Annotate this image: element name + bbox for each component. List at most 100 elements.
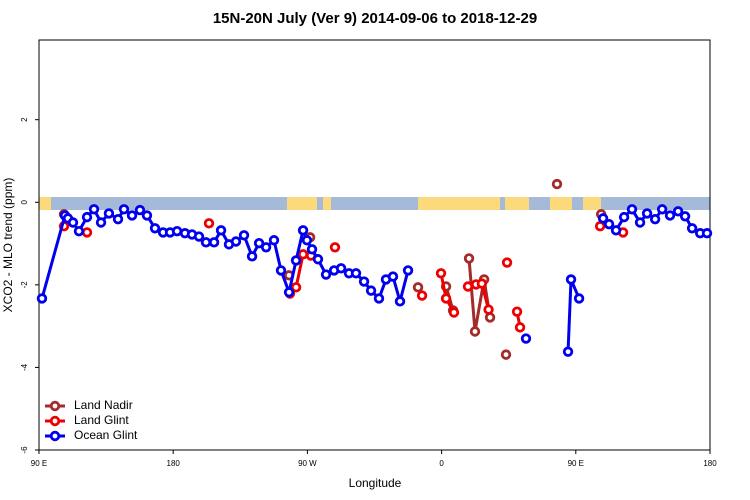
data-point [701,228,713,239]
x-tick-label: 90 E [568,459,584,468]
data-point [246,251,258,262]
data-point [435,268,447,279]
data-point [81,227,93,238]
x-tick-label: 90 W [298,459,317,468]
data-point [358,276,370,287]
data-point [500,349,512,360]
data-point [149,223,161,234]
data-point [81,211,93,223]
data-point [520,333,532,344]
data-point [469,326,481,337]
data-point [36,293,48,304]
data-point [573,293,585,304]
data-point [230,236,242,247]
data-point [329,242,341,253]
legend-label: Land Nadir [74,398,133,412]
data-point [301,235,313,246]
data-point [297,225,309,236]
ocean-strip [39,197,710,210]
data-point [416,290,428,301]
data-point [511,306,523,317]
x-tick-label: 180 [703,459,717,468]
legend-label: Ocean Glint [74,428,138,442]
data-point [412,282,424,293]
x-axis-label: Longitude [349,476,402,490]
data-point [208,237,220,248]
data-point [483,304,494,315]
series-line [446,214,601,331]
data-point [112,213,124,225]
data-point [402,265,414,276]
data-point [551,178,563,190]
data-point [238,230,250,241]
data-point [686,223,698,234]
data-point [562,346,574,357]
land-patch [323,197,331,210]
data-point [253,237,265,249]
data-point [134,204,146,216]
map-strip [39,197,710,210]
y-tick-label: 0 [20,199,29,204]
x-tick-label: 0 [439,459,444,468]
data-point [193,231,205,242]
data-point [297,249,309,260]
data-point [95,217,107,228]
land-patch [287,197,317,210]
data-point [203,218,215,229]
data-point [73,225,85,237]
data-point [641,208,653,219]
data-point [618,211,630,223]
land-patch [39,197,51,210]
data-point [118,204,130,215]
plot-frame [38,39,711,451]
data-point [656,204,668,215]
data-point [350,268,362,279]
data-point [394,296,406,307]
data-point [514,322,526,333]
data-point [387,271,399,282]
y-axis-label: XCO2 - MLO trend (ppm) [1,178,15,313]
data-point [610,225,622,236]
data-point [171,225,183,237]
data-point [597,213,609,224]
legend-label: Land Glint [74,413,129,427]
data-point [312,254,324,265]
data-point [603,218,615,230]
data-point [463,253,475,264]
data-point [679,211,691,222]
data-point [320,269,332,280]
data-point [141,210,153,221]
land-patch [505,197,529,210]
y-tick-label: -4 [20,363,29,371]
data-point [501,257,513,268]
data-point [67,217,79,228]
data-point [88,204,100,215]
land-patch [550,197,572,210]
data-point [448,307,460,318]
data-point [275,265,287,276]
data-point [649,213,661,225]
x-tick-label: 90 E [31,459,47,468]
data-point [484,312,496,323]
data-point [268,235,280,246]
data-point [476,278,488,289]
land-patch [418,197,500,210]
data-point [126,210,138,221]
data-point [103,208,115,219]
data-point [335,263,347,274]
series-line [40,207,708,352]
data-point [290,255,302,266]
chart-title: 15N-20N July (Ver 9) 2014-09-06 to 2018-… [213,10,537,27]
legend-swatch-point [49,430,61,442]
legend-swatch-point [49,400,61,412]
data-point [664,210,676,221]
data-point [373,293,385,304]
data-point [306,244,318,255]
x-tick-label: 180 [167,459,181,468]
land-patch [583,197,601,210]
y-tick-label: 2 [20,117,29,122]
y-tick-label: -2 [20,281,29,289]
data-point [634,217,646,228]
